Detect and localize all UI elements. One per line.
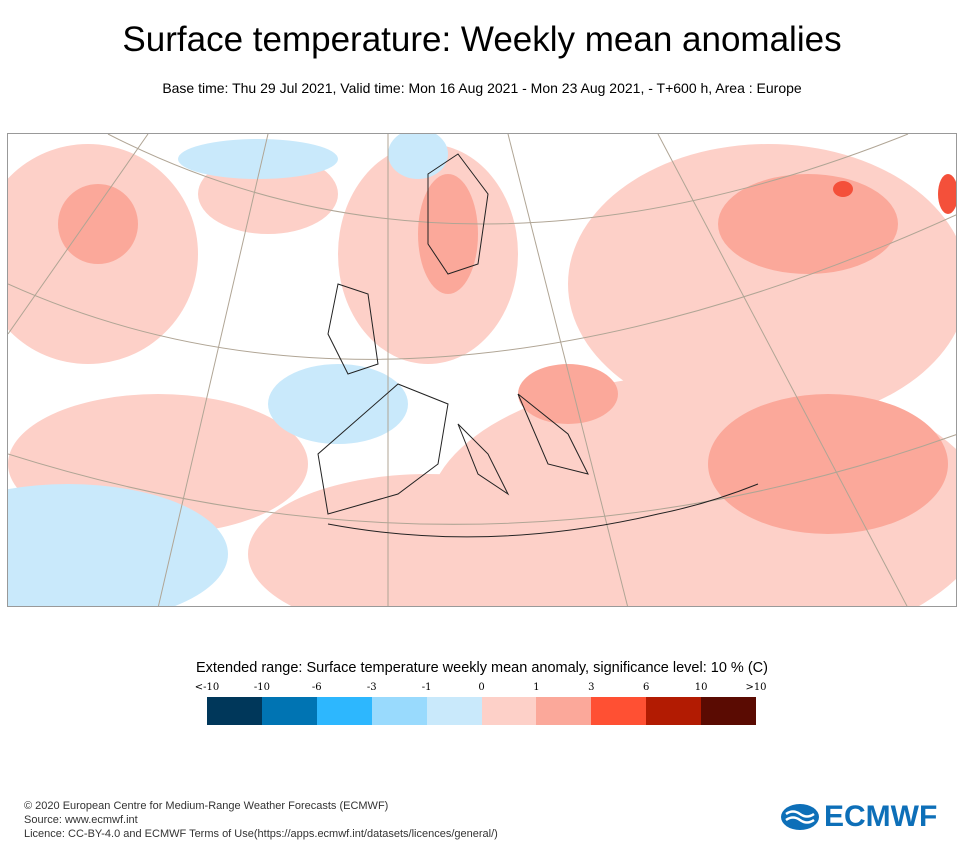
graticule	[8, 134, 956, 606]
footer: © 2020 European Centre for Medium-Range …	[24, 799, 498, 841]
legend-tick: -3	[366, 682, 377, 693]
ecmwf-logo: ECMWF	[780, 800, 937, 834]
licence-text: Licence: CC-BY-4.0 and ECMWF Terms of Us…	[24, 828, 498, 840]
anomaly-map	[7, 133, 957, 607]
legend-tick: >10	[745, 682, 767, 693]
page-title: Surface temperature: Weekly mean anomali…	[122, 20, 842, 59]
legend-title: Extended range: Surface temperature week…	[196, 660, 768, 676]
cool-anomaly-areas	[8, 134, 448, 606]
legend-tick: -10	[253, 682, 270, 693]
legend-color-swatch	[646, 697, 702, 725]
legend-tick: 1	[533, 682, 540, 693]
legend-color-swatch	[701, 697, 757, 725]
legend-tick: 6	[643, 682, 650, 693]
legend-color-swatch	[591, 697, 647, 725]
legend-tick: 10	[694, 682, 708, 693]
ecmwf-logo-icon	[781, 804, 819, 830]
coastlines	[317, 153, 759, 538]
legend-color-swatch	[426, 697, 482, 725]
source-text: Source: www.ecmwf.int	[24, 814, 138, 826]
strong-warm-areas	[58, 174, 948, 534]
legend-tick: <-10	[194, 682, 220, 693]
hot-spots	[833, 174, 956, 214]
page-subtitle: Base time: Thu 29 Jul 2021, Valid time: …	[162, 80, 802, 96]
copyright-text: © 2020 European Centre for Medium-Range …	[24, 800, 389, 812]
legend-tick: -1	[421, 682, 432, 693]
legend-color-swatch	[207, 697, 262, 725]
legend-color-swatch	[536, 697, 592, 725]
map-graphic	[8, 134, 956, 606]
ecmwf-logo-text: ECMWF	[824, 800, 938, 833]
legend-color-swatch	[481, 697, 537, 725]
legend-color-swatch	[371, 697, 427, 725]
legend-tick: 0	[478, 682, 485, 693]
legend-ticks: <-10 -10 -6 -3 -1 0 1 3 6 10 >10	[195, 682, 767, 694]
legend-color-swatch	[261, 697, 317, 725]
legend-color-swatch	[316, 697, 372, 725]
legend-tick: 3	[588, 682, 595, 693]
legend-tick: -6	[311, 682, 322, 693]
legend-colorbar	[207, 697, 757, 725]
